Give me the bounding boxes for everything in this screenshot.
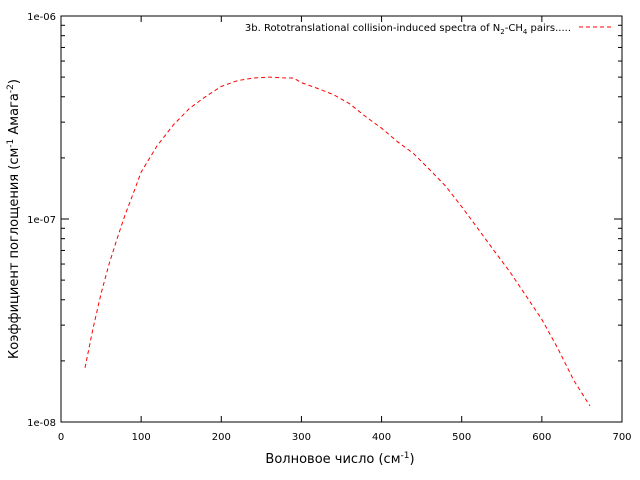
y-axis-title: Коэффициент поглощения (см-1 Амага-2) <box>6 79 22 359</box>
x-tick-label: 400 <box>372 432 391 443</box>
x-tick-label: 100 <box>132 432 151 443</box>
series-line <box>84 76 591 407</box>
y-tick-label: 1e-06 <box>27 12 56 23</box>
tick-labels: 0 100 200 300 400 500 600 700 1e-08 1e-07 1e-06 <box>27 12 631 443</box>
y-tick-label: 1e-07 <box>27 215 56 226</box>
x-tick-label: 0 <box>58 432 64 443</box>
ticks <box>60 15 623 423</box>
x-tick-label: 600 <box>532 432 551 443</box>
x-tick-label: 200 <box>212 432 231 443</box>
plot-frame <box>60 15 623 423</box>
x-tick-label: 300 <box>292 432 311 443</box>
x-axis-title: Волновое число (см-1) <box>265 451 414 467</box>
x-tick-label: 700 <box>612 432 631 443</box>
y-tick-label: 1e-08 <box>27 418 56 429</box>
legend: 3b. Rototranslational collision-induced … <box>245 23 612 36</box>
x-tick-label: 500 <box>452 432 471 443</box>
legend-label: 3b. Rototranslational collision-induced … <box>245 23 571 36</box>
